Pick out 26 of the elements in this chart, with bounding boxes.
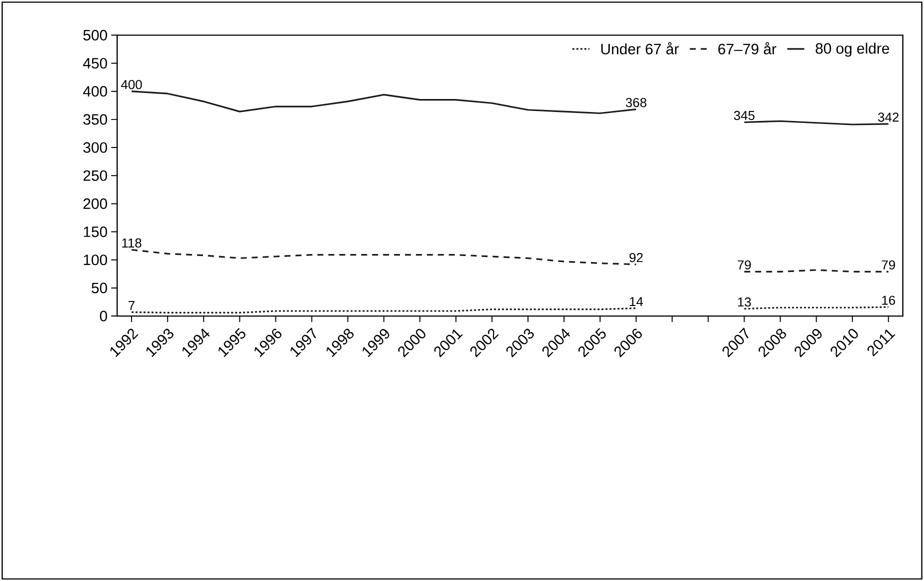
data-label: 16	[882, 296, 896, 305]
y-tick-label: 200	[83, 198, 108, 209]
data-label: 368	[626, 98, 646, 108]
data-label: 7	[128, 300, 135, 310]
y-tick-label: 100	[84, 254, 108, 266]
data-label: 118	[122, 238, 142, 248]
data-label: 79	[882, 260, 895, 270]
y-tick-label: 0	[100, 310, 108, 322]
y-tick-label: 150	[84, 226, 108, 238]
y-tick-label: 350	[83, 114, 108, 125]
y-tick-label: 450	[83, 58, 108, 68]
data-label: 92	[630, 252, 643, 262]
y-tick-label: 250	[83, 170, 108, 181]
y-tick-label: 300	[83, 142, 108, 153]
data-label: 400	[121, 80, 142, 90]
legend-label: Under 67 år	[601, 42, 679, 54]
legend-label: 80 og eldre	[816, 42, 890, 57]
legend-label: 67–79 år	[718, 42, 776, 54]
data-label: 14	[630, 297, 643, 306]
y-tick-label: 50	[92, 282, 108, 294]
data-label: 345	[734, 110, 754, 120]
data-label: 79	[738, 260, 751, 270]
data-label: 342	[878, 112, 899, 122]
data-label: 13	[738, 297, 751, 306]
y-tick-label: 500	[83, 30, 108, 40]
y-tick-label: 400	[83, 86, 108, 97]
